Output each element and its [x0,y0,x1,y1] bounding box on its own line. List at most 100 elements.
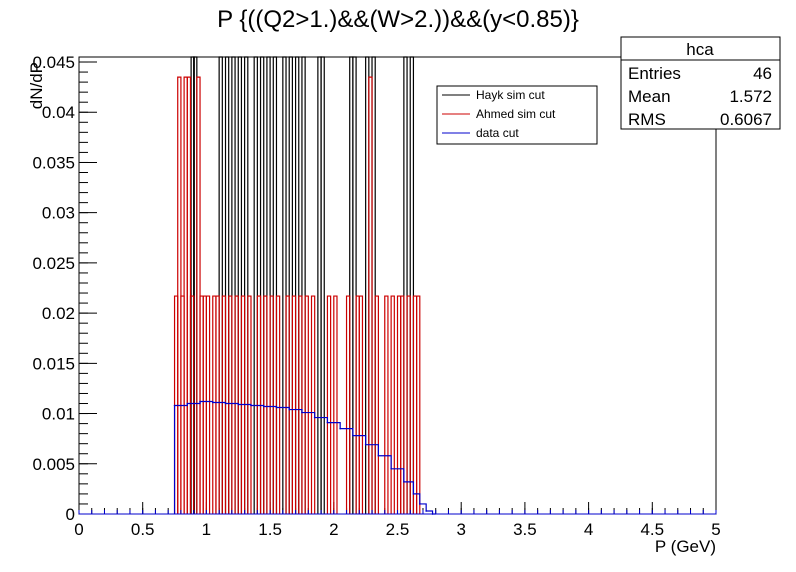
histogram-bin [269,295,274,514]
histogram-bin [244,56,249,514]
histogram-bin [224,56,230,514]
data-point [412,493,415,495]
histogram-bin [291,295,297,514]
legend-label-data: data cut [476,126,519,140]
data-point [211,401,214,404]
histogram-bin [215,295,220,514]
data-point [390,468,392,470]
histogram-bin [288,56,293,514]
y-tick-label: 0 [66,505,75,524]
data-point [326,421,329,424]
data-point [199,400,201,403]
data-point [377,454,380,457]
y-tick-label: 0.045 [32,53,75,72]
stats-label-rms: RMS [628,110,666,129]
histogram-bin [374,295,379,514]
y-tick-label: 0.04 [42,103,75,122]
histogram-bin [390,295,395,514]
histogram-bin [400,295,405,514]
stats-box: hca Entries 46 Mean 1.572 RMS 0.6067 [620,36,781,130]
data-point [173,404,176,407]
y-tick-label: 0.035 [32,153,75,172]
data-point [352,434,354,437]
y-tick-label: 0.02 [42,304,75,323]
x-tick-label: 5 [711,520,720,539]
x-tick-label: 0.5 [131,520,155,539]
histogram-bin [310,295,316,514]
legend-box: Hayk sim cut Ahmed sim cut data cut [436,85,598,145]
y-axis-label: dN/dP [27,62,46,109]
stats-label-entries: Entries [628,64,681,83]
data-point [250,404,252,407]
histogram-bin [416,295,421,514]
x-axis-label: P (GeV) [655,537,716,556]
x-tick-label: 1 [202,520,211,539]
series-2 [78,400,717,515]
x-tick-label: 4.5 [640,520,664,539]
data-point [425,510,427,512]
stats-value-rms: 0.6067 [720,110,772,129]
data-point [237,403,240,406]
histogram-bin [298,295,303,514]
histogram-bin [190,56,195,514]
data-point [301,411,303,414]
histogram-bin [403,56,408,514]
histogram-bin [326,295,332,514]
histogram-bin [368,76,373,514]
y-tick-label: 0.01 [42,405,75,424]
x-tick-label: 3.5 [513,520,537,539]
legend-label-hayk: Hayk sim cut [476,88,545,102]
histogram-bin [345,295,351,514]
data-point [288,408,291,411]
histogram-bin [221,295,227,514]
histogram-bin [352,56,357,514]
histogram-bin [301,56,306,514]
histogram-bin [320,56,325,514]
x-tick-label: 3 [456,520,465,539]
histogram-bin [231,56,236,514]
y-tick-label: 0.005 [32,455,75,474]
histogram-bin [294,56,300,514]
x-tick-label: 2.5 [386,520,410,539]
data-point [364,443,367,446]
x-tick-label: 2 [329,520,338,539]
data-point [403,481,405,483]
legend-label-ahmed: Ahmed sim cut [476,107,556,121]
histogram-bin [358,295,364,514]
histogram-bin [253,56,258,514]
x-tick-label: 4 [584,520,593,539]
x-tick-label: 1.5 [258,520,282,539]
histogram-bin [285,295,290,514]
stats-name: hca [686,40,714,59]
histogram-bin [406,295,411,514]
data-point [339,427,341,430]
histogram-bin [228,295,233,514]
y-tick-label: 0.025 [32,254,75,273]
stats-label-mean: Mean [628,87,671,106]
data-point [275,406,278,409]
y-tick-label: 0.03 [42,204,75,223]
stats-value-mean: 1.572 [729,87,772,106]
data-point [262,405,265,408]
histogram-bin [384,295,389,514]
histogram-bin [272,56,278,514]
histogram-bin [409,56,415,514]
histogram-bin [282,56,287,514]
y-tick-label: 0.015 [32,354,75,373]
chart-title: P {((Q2>1.)&&(W>2.))&&(y<0.85)} [217,6,579,33]
histogram-bin [205,295,211,514]
stats-value-entries: 46 [753,64,772,83]
data-point [418,503,421,505]
data-point [313,416,316,419]
histogram-bin [275,295,281,514]
series-layer [78,56,717,515]
histogram-bin [266,56,271,514]
histogram-bin [333,295,338,514]
histogram-bin [189,295,195,514]
x-tick-label: 0 [74,520,83,539]
histogram-bin [237,56,243,514]
histogram-bin [304,295,309,514]
data-point [186,402,189,405]
histogram-bin [259,56,265,514]
